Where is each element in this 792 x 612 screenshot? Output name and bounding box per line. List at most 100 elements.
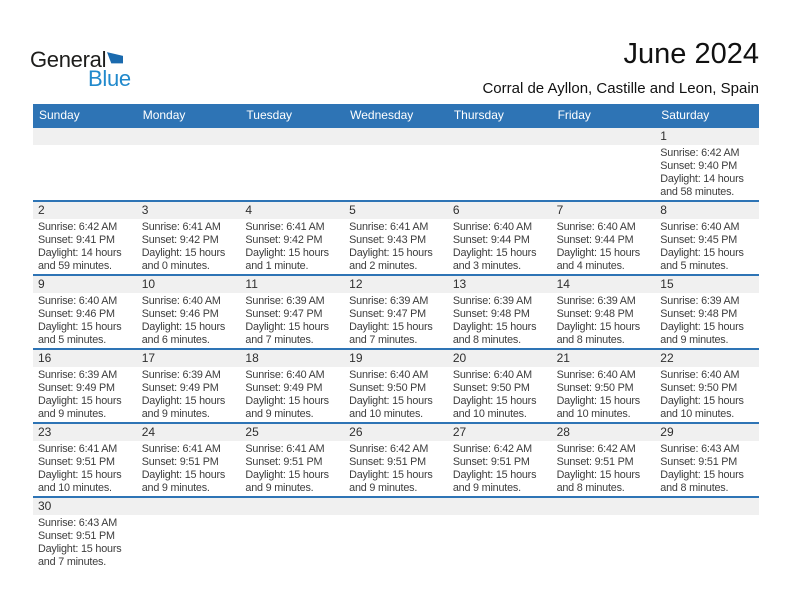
sunset-line: Sunset: 9:50 PM <box>556 382 634 394</box>
daylight-line-1: Daylight: 15 hours <box>141 395 226 407</box>
sunrise-line: Sunrise: 6:40 AM <box>660 221 740 233</box>
day-details <box>33 145 137 147</box>
daylight-line-1: Daylight: 15 hours <box>38 321 122 333</box>
sunset-line: Sunset: 9:51 PM <box>556 456 634 468</box>
day-number-band: 19 <box>344 350 448 367</box>
day-number-band: 18 <box>240 350 345 367</box>
day-details: Sunrise: 6:40 AM Sunset: 9:45 PM Daylight:… <box>655 219 759 273</box>
sunset-line: Sunset: 9:47 PM <box>349 308 426 320</box>
day-details: Sunrise: 6:39 AM Sunset: 9:49 PM Daylight:… <box>33 367 137 421</box>
daylight-line-1: Daylight: 15 hours <box>556 469 641 481</box>
day-number-band: 7 <box>551 202 656 219</box>
sunrise-line: Sunrise: 6:41 AM <box>141 443 221 455</box>
week-row: 16 Sunrise: 6:39 AM Sunset: 9:49 PM Dayligh… <box>33 350 759 424</box>
sunrise-line: Sunrise: 6:39 AM <box>141 369 221 381</box>
sunrise-line: Sunrise: 6:42 AM <box>349 443 429 455</box>
day-details: Sunrise: 6:40 AM Sunset: 9:50 PM Daylight:… <box>448 367 552 421</box>
day-number: 27 <box>452 425 467 439</box>
day-number-band: 28 <box>551 424 656 441</box>
day-number-band <box>551 128 656 145</box>
day-number: 13 <box>452 277 467 291</box>
day-number-band: 1 <box>655 128 759 145</box>
daylight-line-1: Daylight: 15 hours <box>245 469 329 481</box>
sunrise-line: Sunrise: 6:39 AM <box>660 295 740 307</box>
daylight-line-2: and 8 minutes. <box>660 482 729 494</box>
daylight-line-2: and 2 minutes. <box>349 260 418 272</box>
sunset-line: Sunset: 9:49 PM <box>245 382 323 394</box>
sunrise-line: Sunrise: 6:39 AM <box>245 295 325 307</box>
empty-day-cell <box>33 128 137 200</box>
day-number: 11 <box>245 277 258 291</box>
daylight-line-1: Daylight: 15 hours <box>349 395 433 407</box>
day-number-band: 15 <box>655 276 759 293</box>
sunset-line: Sunset: 9:49 PM <box>141 382 219 394</box>
daylight-line-1: Daylight: 15 hours <box>38 469 122 481</box>
day-number: 14 <box>556 277 570 291</box>
day-details: Sunrise: 6:40 AM Sunset: 9:44 PM Daylight:… <box>448 219 552 273</box>
sunset-line: Sunset: 9:40 PM <box>660 160 738 172</box>
day-number: 24 <box>141 425 156 439</box>
day-details: Sunrise: 6:39 AM Sunset: 9:49 PM Daylight:… <box>137 367 241 421</box>
day-cell: 23 Sunrise: 6:41 AM Sunset: 9:51 PM Dayligh… <box>33 424 137 496</box>
daylight-line-2: and 4 minutes. <box>556 260 625 272</box>
day-details: Sunrise: 6:40 AM Sunset: 9:50 PM Daylight:… <box>552 367 656 421</box>
calendar-table: Sunday Monday Tuesday Wednesday Thursday… <box>33 104 759 570</box>
daylight-line-1: Daylight: 15 hours <box>349 247 433 259</box>
empty-day-cell <box>344 498 448 570</box>
day-number-band: 8 <box>655 202 759 219</box>
sunrise-line: Sunrise: 6:40 AM <box>660 369 740 381</box>
daylight-line-1: Daylight: 15 hours <box>349 321 433 333</box>
sunrise-line: Sunrise: 6:41 AM <box>141 221 221 233</box>
day-number: 26 <box>349 425 363 439</box>
daylight-line-2: and 10 minutes. <box>349 408 423 420</box>
day-details: Sunrise: 6:43 AM Sunset: 9:51 PM Daylight:… <box>33 515 137 569</box>
day-number: 20 <box>452 351 467 365</box>
day-cell: 17 Sunrise: 6:39 AM Sunset: 9:49 PM Dayligh… <box>136 350 241 422</box>
day-details: Sunrise: 6:41 AM Sunset: 9:42 PM Daylight:… <box>137 219 241 273</box>
day-number-band: 14 <box>551 276 656 293</box>
day-cell: 2 Sunrise: 6:42 AM Sunset: 9:41 PM Daylight… <box>33 202 137 274</box>
empty-day-cell <box>447 128 552 200</box>
sunrise-line: Sunrise: 6:41 AM <box>38 443 118 455</box>
sunrise-line: Sunrise: 6:40 AM <box>452 369 532 381</box>
daylight-line-2: and 10 minutes. <box>556 408 631 420</box>
daylight-line-1: Daylight: 14 hours <box>38 247 122 259</box>
day-details: Sunrise: 6:39 AM Sunset: 9:48 PM Daylight:… <box>655 293 759 347</box>
day-number: 16 <box>38 351 52 365</box>
sunrise-line: Sunrise: 6:40 AM <box>556 221 636 233</box>
sunrise-line: Sunrise: 6:42 AM <box>38 221 118 233</box>
empty-day-cell <box>240 128 345 200</box>
day-details: Sunrise: 6:42 AM Sunset: 9:51 PM Daylight:… <box>448 441 552 495</box>
sunrise-line: Sunrise: 6:39 AM <box>452 295 532 307</box>
sunrise-line: Sunrise: 6:41 AM <box>349 221 429 233</box>
day-number-band: 21 <box>551 350 656 367</box>
day-cell: 6 Sunrise: 6:40 AM Sunset: 9:44 PM Daylight… <box>447 202 552 274</box>
sunset-line: Sunset: 9:48 PM <box>556 308 634 320</box>
day-number: 15 <box>660 277 674 291</box>
day-details: Sunrise: 6:40 AM Sunset: 9:44 PM Daylight:… <box>552 219 656 273</box>
daylight-line-1: Daylight: 15 hours <box>452 321 537 333</box>
sunrise-line: Sunrise: 6:40 AM <box>245 369 325 381</box>
day-details: Sunrise: 6:40 AM Sunset: 9:50 PM Daylight:… <box>344 367 448 421</box>
day-cell: 19 Sunrise: 6:40 AM Sunset: 9:50 PM Dayligh… <box>344 350 448 422</box>
daylight-line-2: and 5 minutes. <box>660 260 729 272</box>
day-details: Sunrise: 6:42 AM Sunset: 9:51 PM Daylight:… <box>344 441 448 495</box>
empty-day-cell <box>136 128 241 200</box>
day-number: 2 <box>38 203 45 217</box>
sunset-line: Sunset: 9:51 PM <box>141 456 219 468</box>
daylight-line-2: and 0 minutes. <box>141 260 210 272</box>
day-details <box>448 145 552 147</box>
day-number-band: 20 <box>447 350 552 367</box>
day-number-band: 3 <box>136 202 241 219</box>
sunrise-line: Sunrise: 6:42 AM <box>556 443 636 455</box>
day-details: Sunrise: 6:39 AM Sunset: 9:47 PM Daylight:… <box>344 293 448 347</box>
daylight-line-2: and 9 minutes. <box>245 408 314 420</box>
day-number-band <box>551 498 656 515</box>
day-details <box>448 515 552 517</box>
daylight-line-2: and 59 minutes. <box>38 260 112 272</box>
day-details: Sunrise: 6:42 AM Sunset: 9:51 PM Daylight:… <box>552 441 656 495</box>
day-details: Sunrise: 6:40 AM Sunset: 9:50 PM Daylight:… <box>655 367 759 421</box>
daylight-line-2: and 9 minutes. <box>349 482 418 494</box>
day-number-band <box>136 128 241 145</box>
